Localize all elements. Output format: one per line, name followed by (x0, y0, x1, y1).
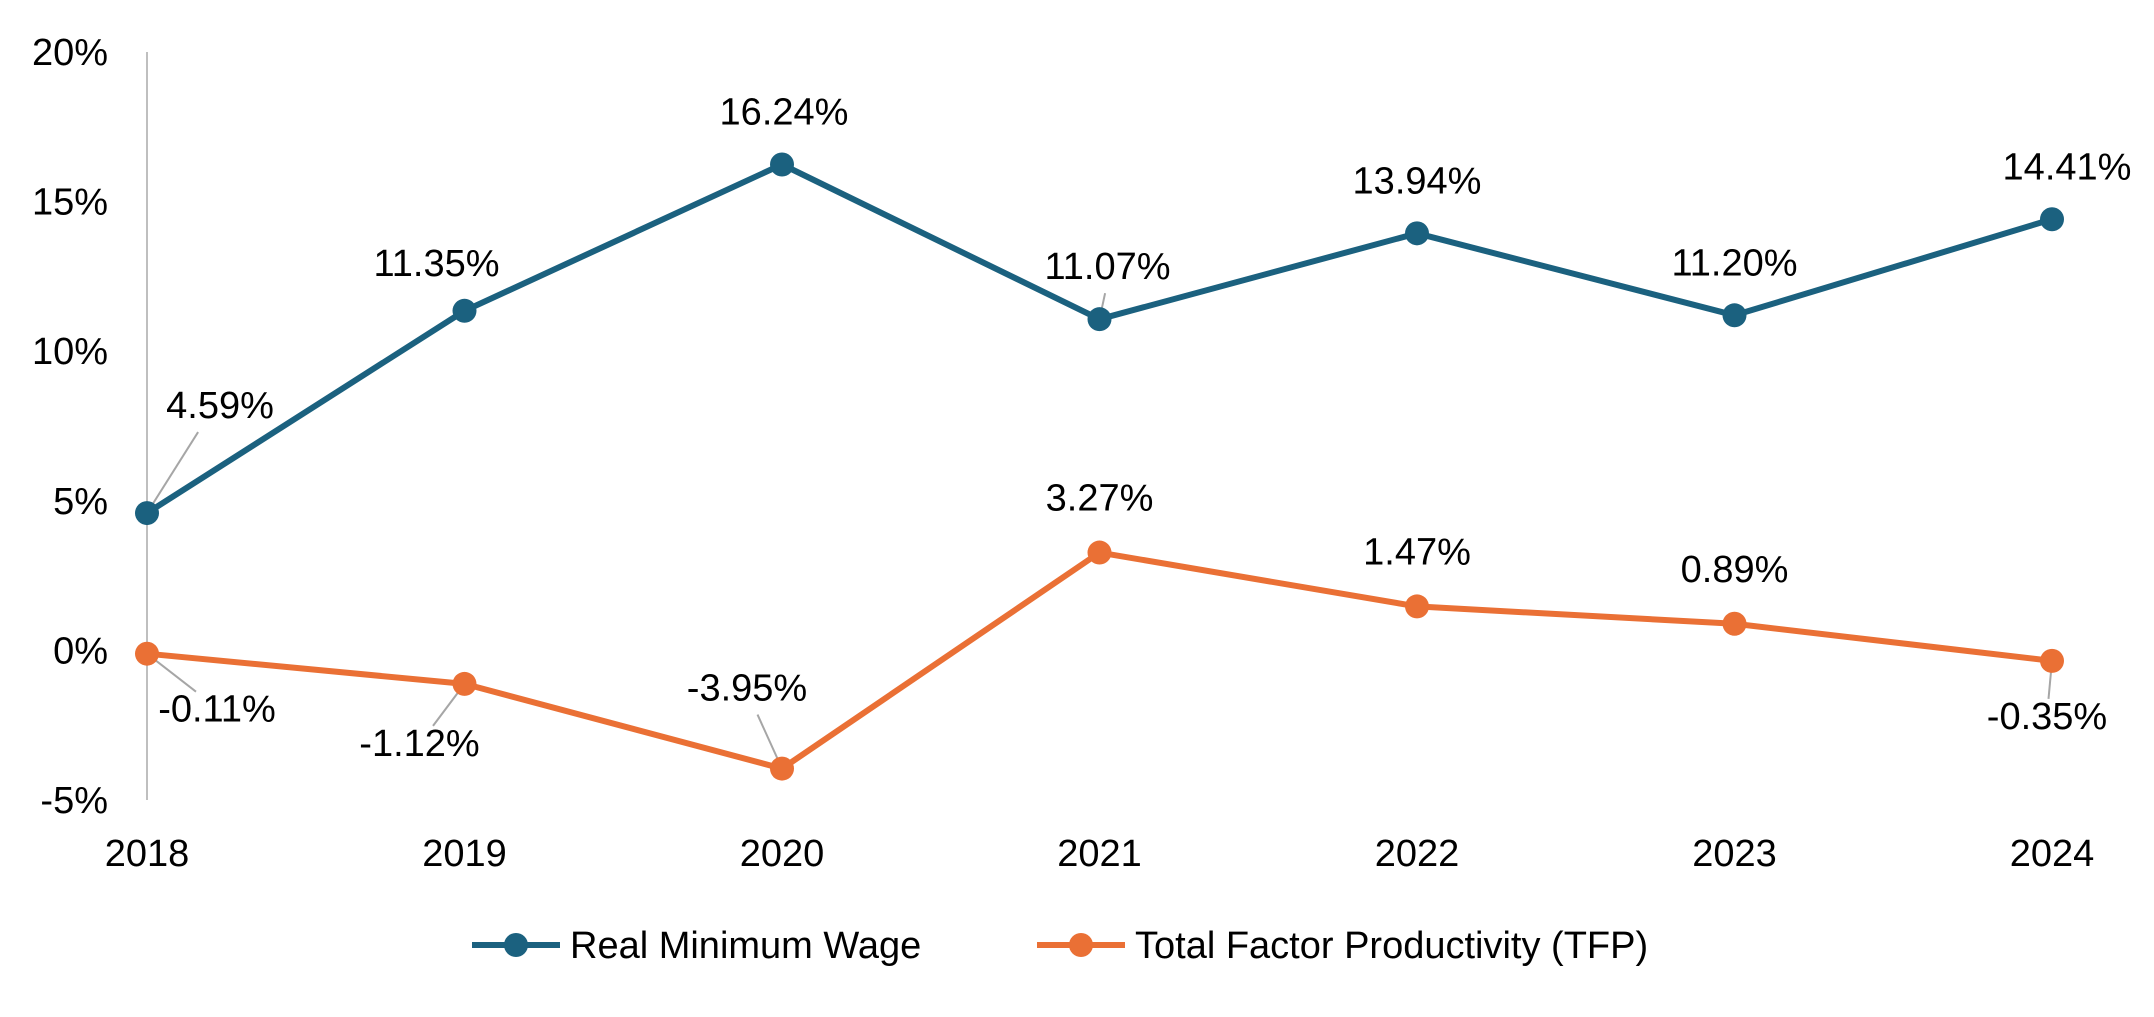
data-point (1722, 611, 1747, 636)
label-leader-lines (146, 292, 2053, 769)
data-label: 0.89% (1681, 549, 1789, 591)
y-tick-label: 20% (32, 32, 108, 74)
data-label: 14.41% (2003, 146, 2132, 188)
data-label: 4.59% (166, 385, 274, 427)
data-label: 3.27% (1046, 478, 1154, 520)
y-tick-label: 10% (32, 331, 108, 373)
data-point (1087, 540, 1112, 565)
data-point (2040, 207, 2064, 232)
data-label: -0.35% (1987, 696, 2107, 738)
x-tick-label: 2019 (422, 833, 507, 875)
data-label: 11.35% (373, 243, 499, 285)
leader-line (146, 431, 199, 514)
x-tick-label: 2022 (1375, 833, 1460, 875)
legend: Real Minimum Wage Total Factor Productivi… (472, 925, 1648, 967)
data-point (1405, 221, 1429, 246)
data-label: 16.24% (720, 91, 849, 133)
data-labels: 4.59% 11.35% 16.24% 11.07% 13.94% 11.20% 14.41… (158, 91, 2131, 764)
y-tick-label: -5% (40, 780, 108, 822)
x-tick-labels: 2018 2019 2020 2021 2022 2023 2024 (105, 833, 2095, 875)
y-tick-label: 15% (32, 182, 108, 224)
series-layer (135, 152, 2064, 781)
y-tick-labels: -5% 0% 5% 10% 15% 20% (32, 32, 108, 822)
data-label: 11.07% (1044, 246, 1170, 288)
legend-label: Real Minimum Wage (570, 925, 921, 967)
legend-swatch-marker (1069, 933, 1093, 957)
data-point (135, 501, 159, 526)
y-tick-label: 5% (53, 481, 108, 523)
data-point (2040, 648, 2064, 673)
legend-label: Total Factor Productivity (TFP) (1135, 925, 1648, 967)
legend-item: Total Factor Productivity (TFP) (1037, 925, 1648, 967)
series-line (145, 161, 2053, 516)
x-tick-label: 2018 (105, 833, 190, 875)
data-point (452, 298, 477, 323)
data-label: 1.47% (1363, 531, 1471, 573)
x-tick-label: 2023 (1692, 833, 1777, 875)
data-point (1722, 303, 1747, 328)
x-tick-label: 2020 (740, 833, 825, 875)
data-label: -0.11% (158, 689, 276, 731)
data-label: 13.94% (1353, 160, 1482, 202)
data-point (770, 152, 794, 177)
data-point (452, 671, 477, 696)
legend-item: Real Minimum Wage (472, 925, 921, 967)
x-tick-label: 2024 (2010, 833, 2095, 875)
data-label: -3.95% (687, 668, 807, 710)
x-tick-label: 2021 (1057, 833, 1142, 875)
data-point (770, 756, 794, 781)
data-point (1405, 594, 1429, 619)
data-point (135, 641, 159, 666)
data-label: 11.20% (1671, 242, 1797, 284)
y-tick-label: 0% (53, 630, 108, 672)
legend-swatch-marker (504, 933, 528, 957)
data-label: -1.12% (359, 723, 479, 765)
data-point (1087, 307, 1112, 332)
